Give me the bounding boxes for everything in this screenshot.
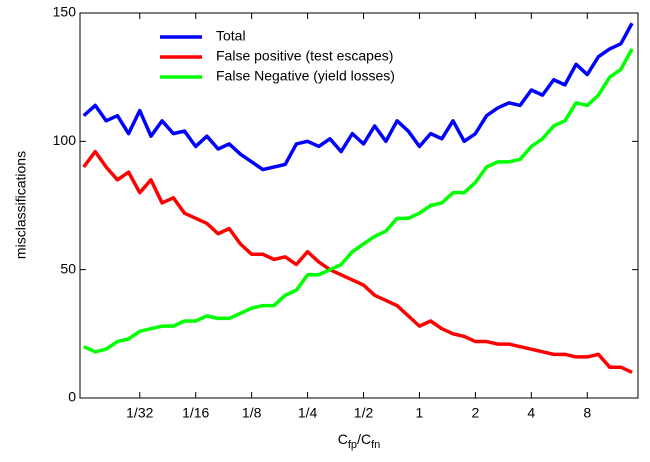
x-tick-label: 4 (527, 405, 535, 421)
legend-label: False Negative (yield losses) (216, 68, 395, 84)
legend-label: False positive (test escapes) (216, 48, 393, 64)
series-line (82, 149, 633, 374)
x-tick-label: 1/32 (126, 405, 153, 421)
y-tick-label: 100 (53, 132, 77, 148)
x-axis-label: Cfp/Cfn (338, 431, 381, 451)
x-tick-label: 1/16 (182, 405, 209, 421)
series-line (82, 48, 634, 354)
y-tick-label: 0 (68, 389, 76, 405)
x-tick-label: 1/2 (354, 405, 374, 421)
legend-label: Total (216, 28, 246, 44)
series-line (82, 22, 634, 172)
x-tick-label: 1/8 (242, 405, 262, 421)
y-axis-label: misclassifications (13, 151, 29, 259)
x-tick-label: 8 (583, 405, 591, 421)
x-tick-label: 1/4 (298, 405, 318, 421)
x-label-sub: fn (371, 439, 380, 451)
y-tick-label: 50 (60, 260, 76, 276)
x-label-part: C (338, 431, 348, 447)
x-tick-label: 1 (416, 405, 424, 421)
x-label-part: /C (357, 431, 371, 447)
x-label-sub: fp (348, 439, 357, 451)
y-tick-label: 150 (53, 4, 77, 20)
x-tick-label: 2 (471, 405, 479, 421)
